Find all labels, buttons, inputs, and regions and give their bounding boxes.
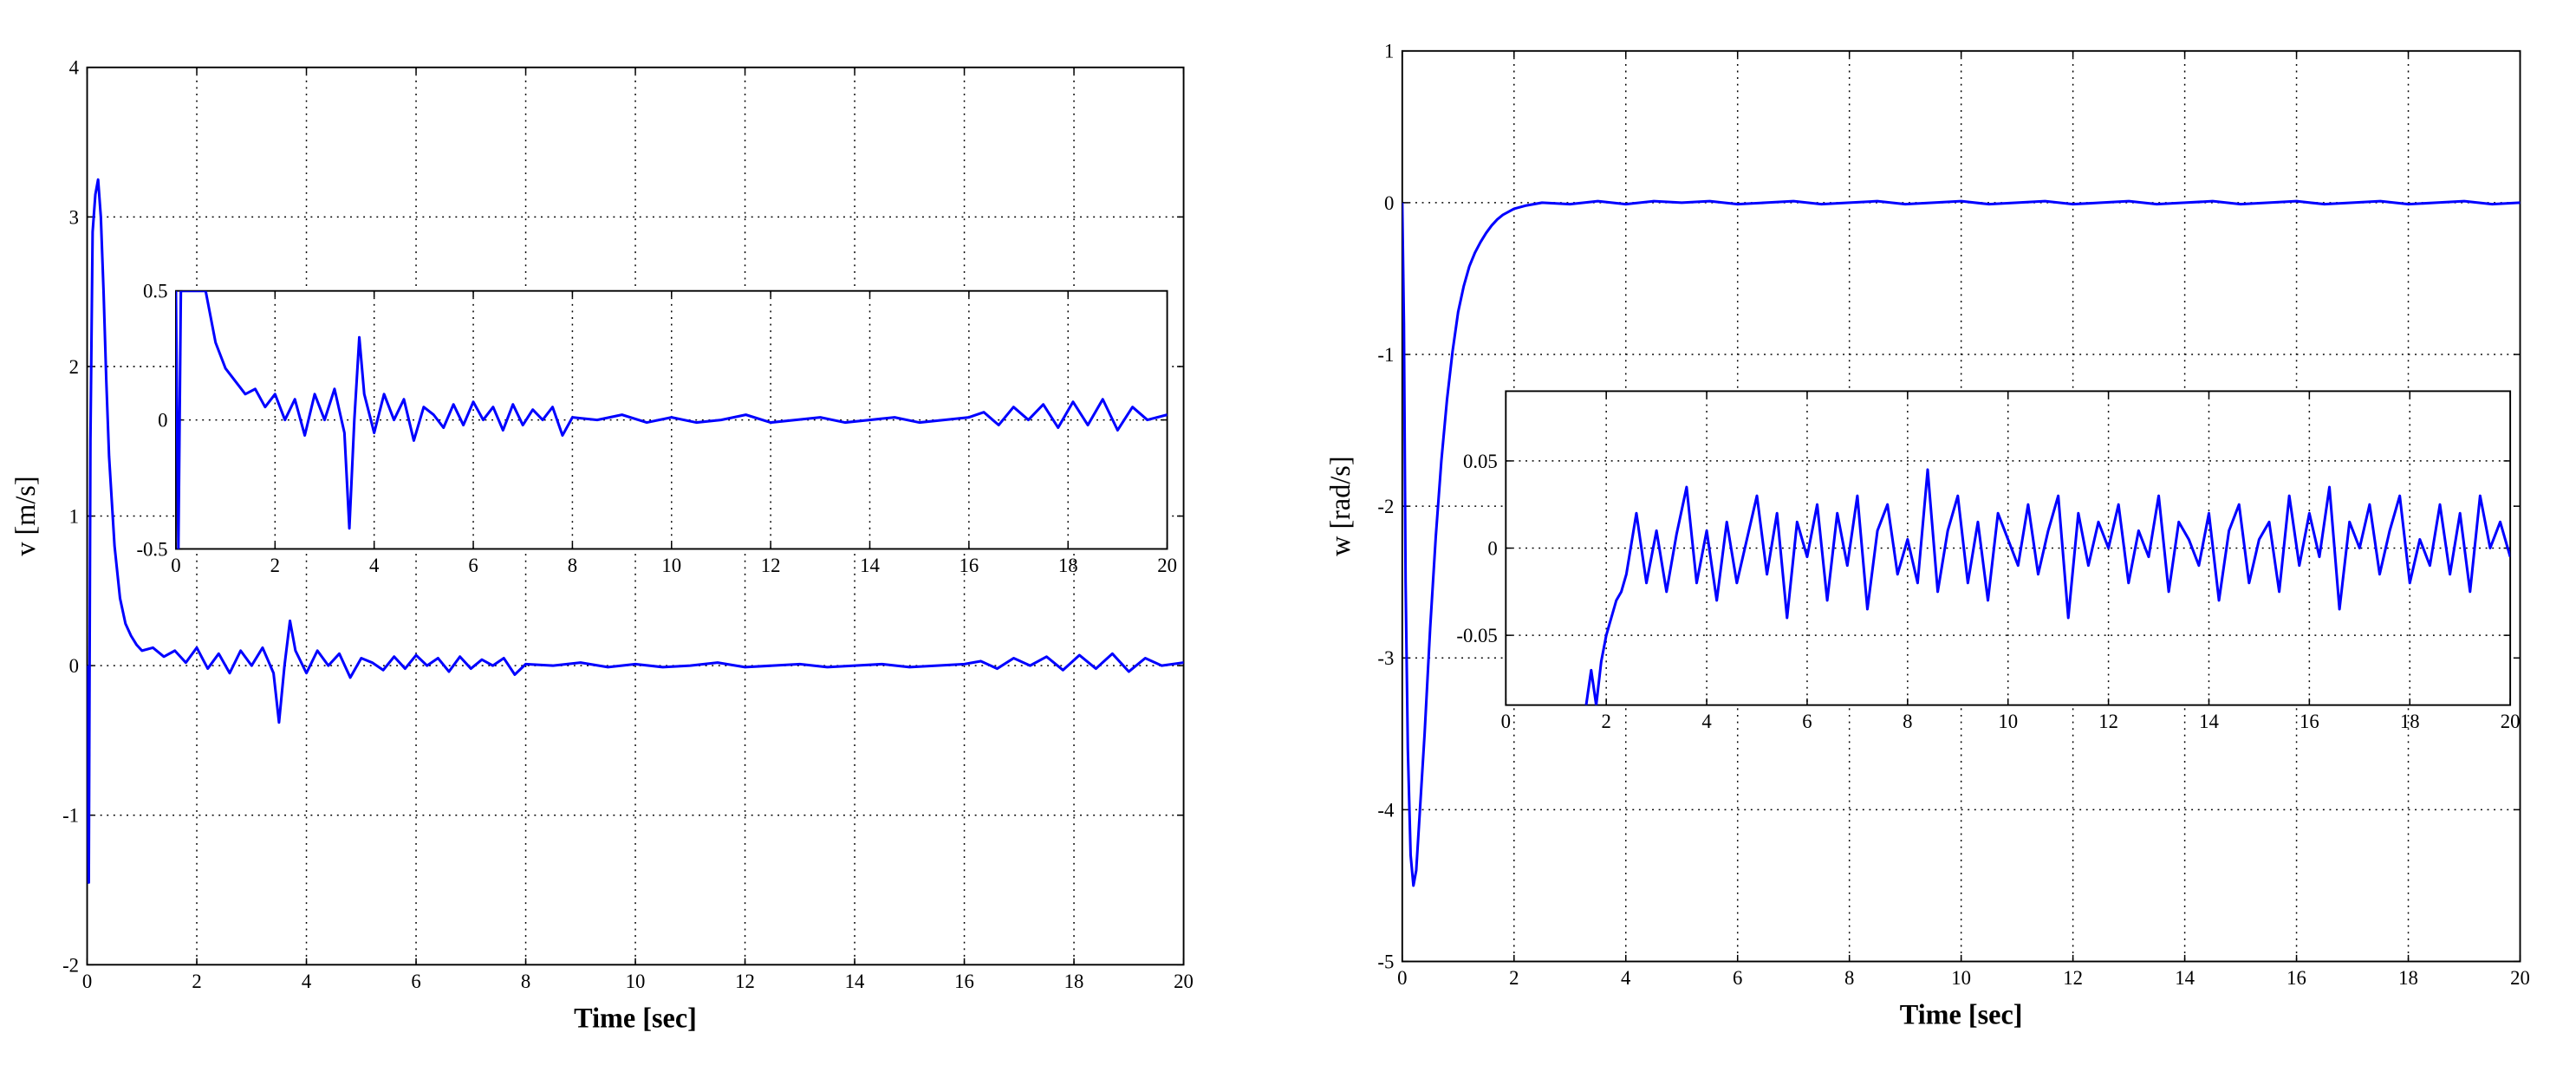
chart1-ytick-label-3: -2: [1377, 496, 1394, 517]
chart1-inset: 0 2 4 6 8 10 12 14 16 18 20 -0.05 0 0.05: [1456, 390, 2521, 732]
chart0-inset-xtick-label-8: 16: [959, 555, 979, 576]
chart1-inset-xtick-label-10: 20: [2501, 711, 2521, 732]
chart1-inset-xtick-label-4: 8: [1903, 711, 1912, 732]
chart1-xtick-label-5: 10: [1951, 967, 1971, 989]
chart0-xtick-label-9: 18: [1064, 971, 1084, 992]
chart0-xtick-label-0: 0: [82, 971, 92, 992]
chart0-xtick-label-7: 14: [845, 971, 865, 992]
chart0-xtick-label-5: 10: [626, 971, 646, 992]
chart0-xlabel: Time [sec]: [574, 1002, 697, 1033]
chart1-xtick-label-10: 20: [2510, 967, 2530, 989]
chart1-xlabel: Time [sec]: [1900, 999, 2023, 1030]
chart1-inset-frame: [1505, 390, 2512, 706]
chart1-frame: [1401, 49, 2521, 963]
chart1-xtick-label-0: 0: [1397, 967, 1407, 989]
chart1-inset-xtick-label-5: 10: [1998, 711, 2018, 732]
chart0-inset-xtick-label-3: 6: [468, 555, 478, 576]
chart1-xtick-label-4: 8: [1844, 967, 1854, 989]
chart0-inset-xtick-label-5: 10: [661, 555, 681, 576]
chart1-ylabel: w [rad/s]: [1324, 456, 1356, 555]
chart0-inset-ytick-label-2: 0.5: [143, 281, 167, 302]
chart1-ytick-label-4: -1: [1377, 344, 1394, 366]
chart0-inset-xtick-label-6: 12: [761, 555, 781, 576]
chart1-inset-xtick-label-0: 0: [1501, 711, 1511, 732]
chart1-xtick-label-3: 6: [1733, 967, 1742, 989]
chart0-inset: 0 2 4 6 8 10 12 14 16 18 20-0.500.5: [136, 281, 1177, 576]
chart0-inset-xtick-label-7: 14: [860, 555, 880, 576]
chart1-inset-ytick-label-1: 0: [1487, 537, 1497, 559]
chart0-xtick-label-4: 8: [521, 971, 530, 992]
chart1-inset-ytick-label-2: 0.05: [1463, 451, 1498, 472]
chart0-inset-xtick-label-0: 0: [171, 555, 180, 576]
chart1-ytick-label-2: -3: [1377, 647, 1394, 669]
chart0-xtick-label-6: 12: [735, 971, 755, 992]
chart1-xtick-label-2: 4: [1621, 967, 1631, 989]
chart1-xtick-label-9: 18: [2398, 967, 2418, 989]
chart1-xtick-label-1: 2: [1509, 967, 1519, 989]
chart0-inset-ytick-label-1: 0: [158, 410, 167, 432]
chart0-ytick-label-5: 3: [69, 206, 79, 228]
chart0-inset-series-line: [175, 290, 1168, 549]
chart0-inset-xtick-label-9: 18: [1058, 555, 1078, 576]
chart0-inset-xtick-label-10: 20: [1157, 555, 1177, 576]
chart1-ytick-label-0: -5: [1377, 951, 1394, 972]
chart1-inset-ytick-label-0: -0.05: [1456, 625, 1497, 646]
chart0-frame: [86, 66, 1185, 966]
chart0-series-line-0: [87, 178, 1184, 884]
chart0-ylabel: v [m/s]: [10, 476, 41, 555]
chart1-inset-xtick-label-1: 2: [1601, 711, 1610, 732]
chart1-ytick-label-1: -4: [1377, 799, 1395, 821]
chart1-inset-xtick-label-7: 14: [2199, 711, 2219, 732]
chart0-inset-ytick-label-0: -0.5: [136, 538, 167, 560]
chart0-inset-xtick-label-1: 2: [270, 555, 280, 576]
chart1-inset-xtick-label-3: 6: [1802, 711, 1812, 732]
chart0-ytick-label-2: 0: [69, 655, 79, 677]
chart0-xtick-label-10: 20: [1174, 971, 1194, 992]
chart1-xtick-label-8: 16: [2287, 967, 2306, 989]
chart1-xtick-label-7: 14: [2175, 967, 2195, 989]
chart0-inset-xtick-label-4: 8: [568, 555, 577, 576]
chart0-xtick-label-8: 16: [954, 971, 974, 992]
chart0-ytick-label-1: -1: [62, 805, 79, 827]
chart0-xtick-label-1: 2: [192, 971, 201, 992]
chart0-ytick-label-4: 2: [69, 356, 79, 378]
chart1-xtick-label-6: 12: [2063, 967, 2083, 989]
chart1-inset-xtick-label-9: 18: [2400, 711, 2420, 732]
chart0-ytick-label-6: 4: [69, 57, 80, 79]
chart0-ytick-label-3: 1: [69, 505, 79, 527]
chart1-inset-xtick-label-6: 12: [2098, 711, 2118, 732]
chart1-series-line-0: [1402, 199, 2521, 887]
chart1-ytick-label-5: 0: [1384, 192, 1394, 214]
chart1-inset-xtick-label-8: 16: [2300, 711, 2319, 732]
chart1-inset-xtick-label-2: 4: [1701, 711, 1712, 732]
chart0-xtick-label-2: 4: [302, 971, 312, 992]
chart1-inset-series-line: [1584, 468, 2511, 705]
chart0-inset-xtick-label-2: 4: [369, 555, 380, 576]
chart0-ytick-label-0: -2: [62, 954, 79, 976]
chart0-xtick-label-3: 6: [411, 971, 420, 992]
chart1-ytick-label-6: 1: [1384, 41, 1394, 62]
